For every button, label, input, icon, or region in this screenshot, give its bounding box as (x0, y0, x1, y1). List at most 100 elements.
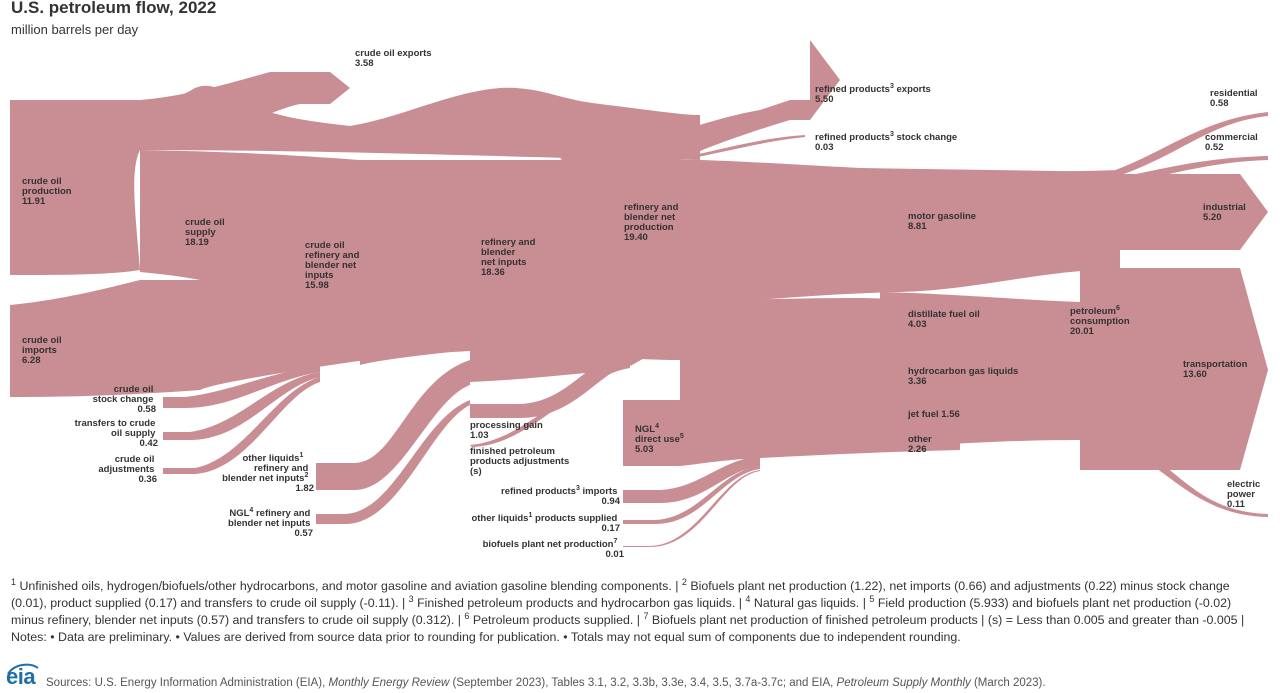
label-crude-refinery-inputs-line1: crude oil (305, 240, 345, 251)
label-other-liquids-supplied-value: 0.17 (602, 523, 621, 534)
flow-distillate-band (880, 292, 1080, 362)
label-biofuels-sup: 7 (613, 538, 617, 545)
label-petroleum-consumption-name: petroleum (1070, 306, 1116, 317)
label-other-liquids-inputs-value: 1.82 (296, 483, 315, 494)
label-ngl-inputs-line2: blender net inputs (228, 518, 310, 529)
label-refined-stock-change-value: 0.03 (815, 142, 834, 153)
label-refined-imports-value: 0.94 (602, 496, 621, 507)
label-crude-refinery-inputs: crude oil refinery and blender net input… (305, 240, 362, 291)
label-motor-gasoline-value: 8.81 (908, 221, 927, 232)
label-crude-oil-exports-name: crude oil exports (355, 48, 432, 59)
label-refinery-net-production-line2: blender net (624, 212, 676, 223)
label-other-liquids-supplied-name: other liquids (471, 513, 528, 524)
flow-transportation (1080, 268, 1268, 470)
label-refinery-net-production-value: 19.40 (624, 232, 648, 243)
label-ngl-direct-use-value: 5.03 (635, 444, 654, 455)
label-petroleum-consumption-value: 20.01 (1070, 326, 1094, 337)
flow-crude-adjustments (163, 377, 320, 474)
label-transfers-value: 0.42 (140, 438, 159, 449)
flow-other-liquids-supplied (623, 466, 760, 524)
label-refinery-net-inputs: refinery and blender net inputs 18.36 (481, 237, 538, 278)
label-other-liquids-supplied-line1: other liquids1 products supplied (471, 512, 617, 524)
footnote-7-text: Biofuels plant net production of finishe… (11, 613, 1245, 644)
label-refinery-net-inputs-line3: net inputs (481, 257, 526, 268)
flow-crude-oil-imports (10, 280, 200, 397)
label-crude-refinery-inputs-line2: refinery and (305, 250, 360, 261)
label-motor-gasoline: motor gasoline 8.81 (908, 211, 979, 232)
label-crude-refinery-inputs-line3: blender net (305, 260, 357, 271)
sources-suffix: (March 2023). (970, 677, 1046, 689)
label-biofuels-value: 0.01 (606, 549, 625, 560)
flow-other-liquids-inputs (316, 360, 470, 490)
label-refined-imports-sup: 3 (576, 485, 580, 492)
label-crude-oil-supply-value: 18.19 (185, 237, 209, 248)
label-other: other 2.26 (908, 434, 934, 455)
flow-processing-gain (470, 350, 630, 418)
label-crude-oil-imports-line2: imports (22, 345, 57, 356)
flow-refined-imports (623, 456, 760, 503)
label-crude-oil-production-line2: production (22, 186, 72, 197)
label-petroleum-consumption: petroleum6 consumption 20.01 (1070, 302, 1132, 337)
label-refinery-net-production-line3: production (624, 222, 674, 233)
label-refined-imports-line1: refined products3 imports (501, 485, 617, 497)
flow-crude-oil-exports (140, 72, 350, 150)
label-other-liquids-inputs-sup2: 2 (304, 472, 308, 479)
units-subtitle: million barrels per day (11, 22, 139, 37)
label-petroleum-consumption-sup: 6 (1116, 305, 1120, 312)
label-ngl-direct-use-name2: direct use (635, 434, 680, 445)
footnote-3-text: Finished petroleum products and hydrocar… (413, 596, 746, 610)
label-ngl-inputs-sup: 4 (249, 507, 253, 514)
label-other-liquids-inputs-name: other liquids (242, 453, 299, 464)
label-other-liquids-inputs: other liquids1 refinery and blender net … (222, 449, 314, 494)
label-refined-exports-sup: 3 (890, 83, 894, 90)
label-crude-oil-imports-value: 6.28 (22, 355, 41, 366)
label-crude-adjustments: crude oil adjustments 0.36 (98, 454, 157, 485)
label-processing-gain-value: 1.03 (470, 430, 489, 441)
flow-commercial (1115, 156, 1268, 184)
label-ngl-direct-use-sup: 4 (655, 423, 659, 430)
label-other-value: 2.26 (908, 444, 927, 455)
footnote-2-num: 2 (681, 576, 687, 587)
label-refined-exports-name2: exports (897, 84, 931, 95)
label-ngl-direct-use-sup2: 5 (680, 433, 684, 440)
label-finished-adjustments: finished petroleum products adjustments … (470, 446, 572, 477)
flow-ngl-inputs (316, 400, 470, 524)
label-other-liquids-inputs-line2: refinery and (254, 463, 309, 474)
label-hgl-value: 3.36 (908, 376, 927, 387)
footnote-4-num: 4 (745, 593, 751, 604)
label-crude-oil-production-line1: crude oil (22, 176, 62, 187)
label-crude-oil-supply-line2: supply (185, 227, 216, 238)
label-ngl-inputs-line1-rest: refinery and (253, 508, 310, 519)
label-transportation-name: transportation (1183, 359, 1248, 370)
label-finished-adjustments-line1: finished petroleum (470, 446, 555, 457)
flow-residential (1110, 112, 1268, 176)
label-other-liquids-supplied-sup: 1 (528, 512, 532, 519)
label-ngl-direct-use: NGL4 direct use5 5.03 (635, 420, 686, 455)
label-ngl-inputs: NGL4 refinery and blender net inputs 0.5… (228, 507, 313, 539)
label-refinery-net-inputs-value: 18.36 (481, 267, 505, 278)
sources-pub1: Monthly Energy Review (328, 677, 450, 689)
label-crude-refinery-inputs-value: 15.98 (305, 280, 329, 291)
label-refined-stock-change-name: refined products (815, 132, 890, 143)
label-refined-exports-name: refined products (815, 84, 890, 95)
eia-logo-arc-icon (7, 663, 39, 675)
label-commercial-name: commercial (1205, 132, 1258, 143)
label-crude-oil-exports-value: 3.58 (355, 58, 374, 69)
label-commercial: commercial 0.52 (1205, 132, 1260, 153)
label-industrial-value: 5.20 (1203, 212, 1222, 223)
label-jet-fuel: jet fuel 1.56 (907, 409, 960, 420)
label-ngl-inputs-name: NGL (229, 508, 249, 519)
label-jet-fuel-name: jet fuel (907, 409, 939, 420)
label-crude-oil-exports: crude oil exports 3.58 (355, 48, 434, 69)
label-transfers-to-crude: transfers to crude oil supply 0.42 (75, 418, 158, 449)
label-industrial-name: industrial (1203, 202, 1246, 213)
label-other-liquids-inputs-line3: blender net inputs (222, 473, 304, 484)
label-distillate-value: 4.03 (908, 319, 927, 330)
label-refined-imports-name2: imports (583, 486, 618, 497)
flow-jet-fuel-band (880, 402, 1080, 432)
petroleum-flow-sankey: crude oil production 11.91 crude oil imp… (10, 40, 1268, 560)
flow-refined-stock-change (680, 135, 805, 160)
footnote-3-num: 3 (408, 593, 414, 604)
label-ngl-direct-use-name: NGL (635, 424, 655, 435)
label-refined-imports-name: refined products (501, 486, 576, 497)
